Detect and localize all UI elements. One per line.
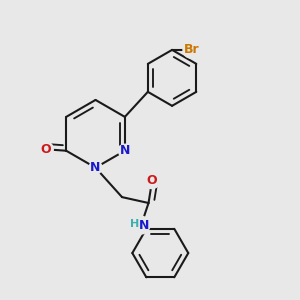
Circle shape — [118, 144, 131, 157]
Text: Br: Br — [183, 44, 199, 56]
Text: O: O — [147, 174, 158, 188]
Text: N: N — [120, 144, 130, 157]
Text: O: O — [40, 143, 51, 156]
Circle shape — [144, 173, 160, 189]
Circle shape — [183, 42, 200, 58]
Circle shape — [132, 216, 150, 234]
Circle shape — [38, 142, 53, 157]
Text: H: H — [130, 220, 139, 230]
Text: N: N — [90, 161, 101, 174]
Text: N: N — [139, 219, 149, 232]
Circle shape — [89, 161, 102, 174]
